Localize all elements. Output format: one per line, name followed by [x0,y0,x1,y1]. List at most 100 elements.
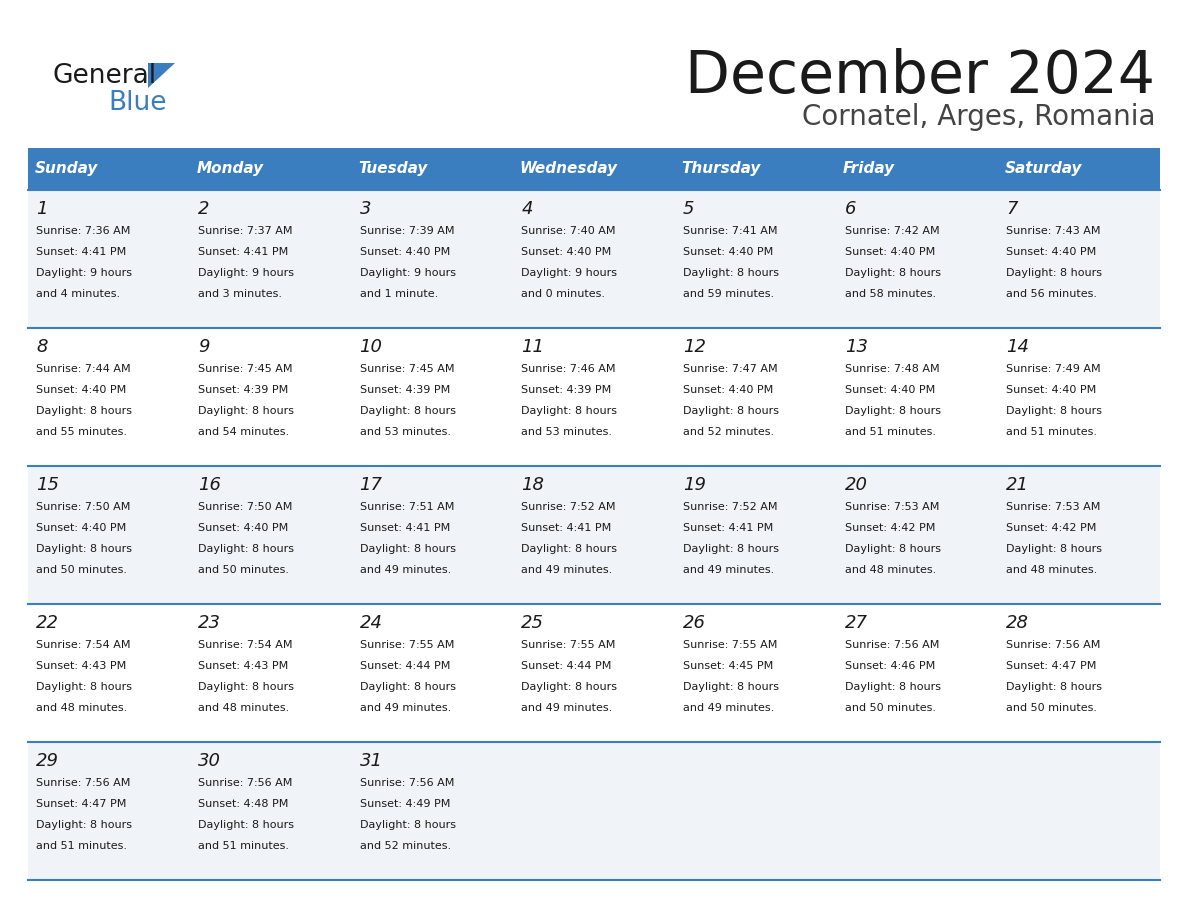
Text: Daylight: 8 hours: Daylight: 8 hours [1006,544,1102,554]
Text: Sunrise: 7:55 AM: Sunrise: 7:55 AM [360,640,454,650]
Text: Daylight: 8 hours: Daylight: 8 hours [683,544,779,554]
Text: Sunset: 4:41 PM: Sunset: 4:41 PM [36,247,126,257]
Text: 20: 20 [845,476,867,494]
Text: Sunset: 4:47 PM: Sunset: 4:47 PM [1006,661,1097,671]
Bar [29,466,1159,604]
Text: Sunrise: 7:56 AM: Sunrise: 7:56 AM [845,640,939,650]
Text: Sunset: 4:40 PM: Sunset: 4:40 PM [683,247,773,257]
Text: Daylight: 8 hours: Daylight: 8 hours [1006,406,1102,416]
Text: Daylight: 8 hours: Daylight: 8 hours [683,682,779,692]
Text: Daylight: 8 hours: Daylight: 8 hours [197,820,293,830]
Text: Sunset: 4:46 PM: Sunset: 4:46 PM [845,661,935,671]
Text: Sunrise: 7:48 AM: Sunrise: 7:48 AM [845,364,940,374]
Text: Sunrise: 7:44 AM: Sunrise: 7:44 AM [36,364,131,374]
Text: Sunrise: 7:47 AM: Sunrise: 7:47 AM [683,364,778,374]
Text: 31: 31 [360,752,383,770]
Text: Sunset: 4:40 PM: Sunset: 4:40 PM [36,523,126,533]
Text: 23: 23 [197,614,221,632]
Text: 17: 17 [360,476,383,494]
Bar [29,148,1159,190]
Text: Sunset: 4:44 PM: Sunset: 4:44 PM [522,661,612,671]
Text: 7: 7 [1006,200,1018,218]
Text: and 50 minutes.: and 50 minutes. [197,565,289,575]
Text: Daylight: 8 hours: Daylight: 8 hours [36,682,132,692]
Text: Sunrise: 7:40 AM: Sunrise: 7:40 AM [522,226,615,236]
Text: Sunset: 4:43 PM: Sunset: 4:43 PM [197,661,287,671]
Text: Daylight: 8 hours: Daylight: 8 hours [845,268,941,278]
Text: Sunrise: 7:54 AM: Sunrise: 7:54 AM [197,640,292,650]
Text: Sunset: 4:41 PM: Sunset: 4:41 PM [522,523,612,533]
Text: and 49 minutes.: and 49 minutes. [522,565,613,575]
Text: Daylight: 8 hours: Daylight: 8 hours [360,406,455,416]
Text: Sunset: 4:40 PM: Sunset: 4:40 PM [1006,247,1097,257]
Text: and 51 minutes.: and 51 minutes. [1006,427,1098,437]
Text: Friday: Friday [843,162,896,176]
Text: and 48 minutes.: and 48 minutes. [197,703,289,713]
Text: Sunrise: 7:56 AM: Sunrise: 7:56 AM [1006,640,1101,650]
Text: Daylight: 8 hours: Daylight: 8 hours [845,406,941,416]
Text: Blue: Blue [108,90,166,116]
Bar [29,742,1159,880]
Text: Sunset: 4:40 PM: Sunset: 4:40 PM [845,247,935,257]
Text: Sunset: 4:45 PM: Sunset: 4:45 PM [683,661,773,671]
Text: Sunset: 4:49 PM: Sunset: 4:49 PM [360,799,450,809]
Text: Daylight: 8 hours: Daylight: 8 hours [36,544,132,554]
Text: Daylight: 8 hours: Daylight: 8 hours [845,682,941,692]
Text: and 4 minutes.: and 4 minutes. [36,289,120,299]
Text: and 52 minutes.: and 52 minutes. [683,427,775,437]
Text: and 3 minutes.: and 3 minutes. [197,289,282,299]
Text: and 53 minutes.: and 53 minutes. [360,427,450,437]
Text: 12: 12 [683,338,706,356]
Text: Sunrise: 7:49 AM: Sunrise: 7:49 AM [1006,364,1101,374]
Text: Sunset: 4:42 PM: Sunset: 4:42 PM [1006,523,1097,533]
Text: Sunset: 4:40 PM: Sunset: 4:40 PM [522,247,612,257]
Text: 6: 6 [845,200,857,218]
Text: and 53 minutes.: and 53 minutes. [522,427,612,437]
Text: Sunset: 4:43 PM: Sunset: 4:43 PM [36,661,126,671]
Text: Sunset: 4:40 PM: Sunset: 4:40 PM [845,385,935,395]
Text: Daylight: 8 hours: Daylight: 8 hours [360,820,455,830]
Text: 27: 27 [845,614,867,632]
Text: Sunset: 4:40 PM: Sunset: 4:40 PM [36,385,126,395]
Text: Sunrise: 7:39 AM: Sunrise: 7:39 AM [360,226,454,236]
Text: Sunset: 4:39 PM: Sunset: 4:39 PM [522,385,612,395]
Text: Sunday: Sunday [34,162,97,176]
Text: 21: 21 [1006,476,1029,494]
Text: Daylight: 9 hours: Daylight: 9 hours [36,268,132,278]
Text: Daylight: 8 hours: Daylight: 8 hours [197,406,293,416]
Text: Sunset: 4:39 PM: Sunset: 4:39 PM [197,385,287,395]
Text: 11: 11 [522,338,544,356]
Text: 3: 3 [360,200,371,218]
Text: Daylight: 8 hours: Daylight: 8 hours [36,820,132,830]
Text: Daylight: 8 hours: Daylight: 8 hours [1006,682,1102,692]
Text: 13: 13 [845,338,867,356]
Text: Saturday: Saturday [1005,162,1082,176]
Text: Daylight: 9 hours: Daylight: 9 hours [197,268,293,278]
Text: Sunset: 4:40 PM: Sunset: 4:40 PM [360,247,450,257]
Text: Daylight: 8 hours: Daylight: 8 hours [360,544,455,554]
Text: and 58 minutes.: and 58 minutes. [845,289,936,299]
Text: Daylight: 8 hours: Daylight: 8 hours [360,682,455,692]
Text: 29: 29 [36,752,59,770]
Text: and 49 minutes.: and 49 minutes. [360,565,450,575]
Text: and 0 minutes.: and 0 minutes. [522,289,605,299]
Text: Sunrise: 7:53 AM: Sunrise: 7:53 AM [845,502,939,512]
Text: 25: 25 [522,614,544,632]
Text: and 51 minutes.: and 51 minutes. [845,427,936,437]
Text: 14: 14 [1006,338,1029,356]
Text: Sunrise: 7:43 AM: Sunrise: 7:43 AM [1006,226,1101,236]
Text: 22: 22 [36,614,59,632]
Text: Sunrise: 7:51 AM: Sunrise: 7:51 AM [360,502,454,512]
Text: Sunset: 4:42 PM: Sunset: 4:42 PM [845,523,935,533]
Text: Sunrise: 7:56 AM: Sunrise: 7:56 AM [36,778,131,788]
Text: and 49 minutes.: and 49 minutes. [683,565,775,575]
Text: 24: 24 [360,614,383,632]
Text: Daylight: 8 hours: Daylight: 8 hours [1006,268,1102,278]
Text: Sunset: 4:41 PM: Sunset: 4:41 PM [197,247,287,257]
Text: and 51 minutes.: and 51 minutes. [36,841,127,851]
Text: and 50 minutes.: and 50 minutes. [845,703,936,713]
Text: and 56 minutes.: and 56 minutes. [1006,289,1098,299]
Text: Sunrise: 7:45 AM: Sunrise: 7:45 AM [197,364,292,374]
Text: 5: 5 [683,200,695,218]
Text: Daylight: 8 hours: Daylight: 8 hours [522,544,618,554]
